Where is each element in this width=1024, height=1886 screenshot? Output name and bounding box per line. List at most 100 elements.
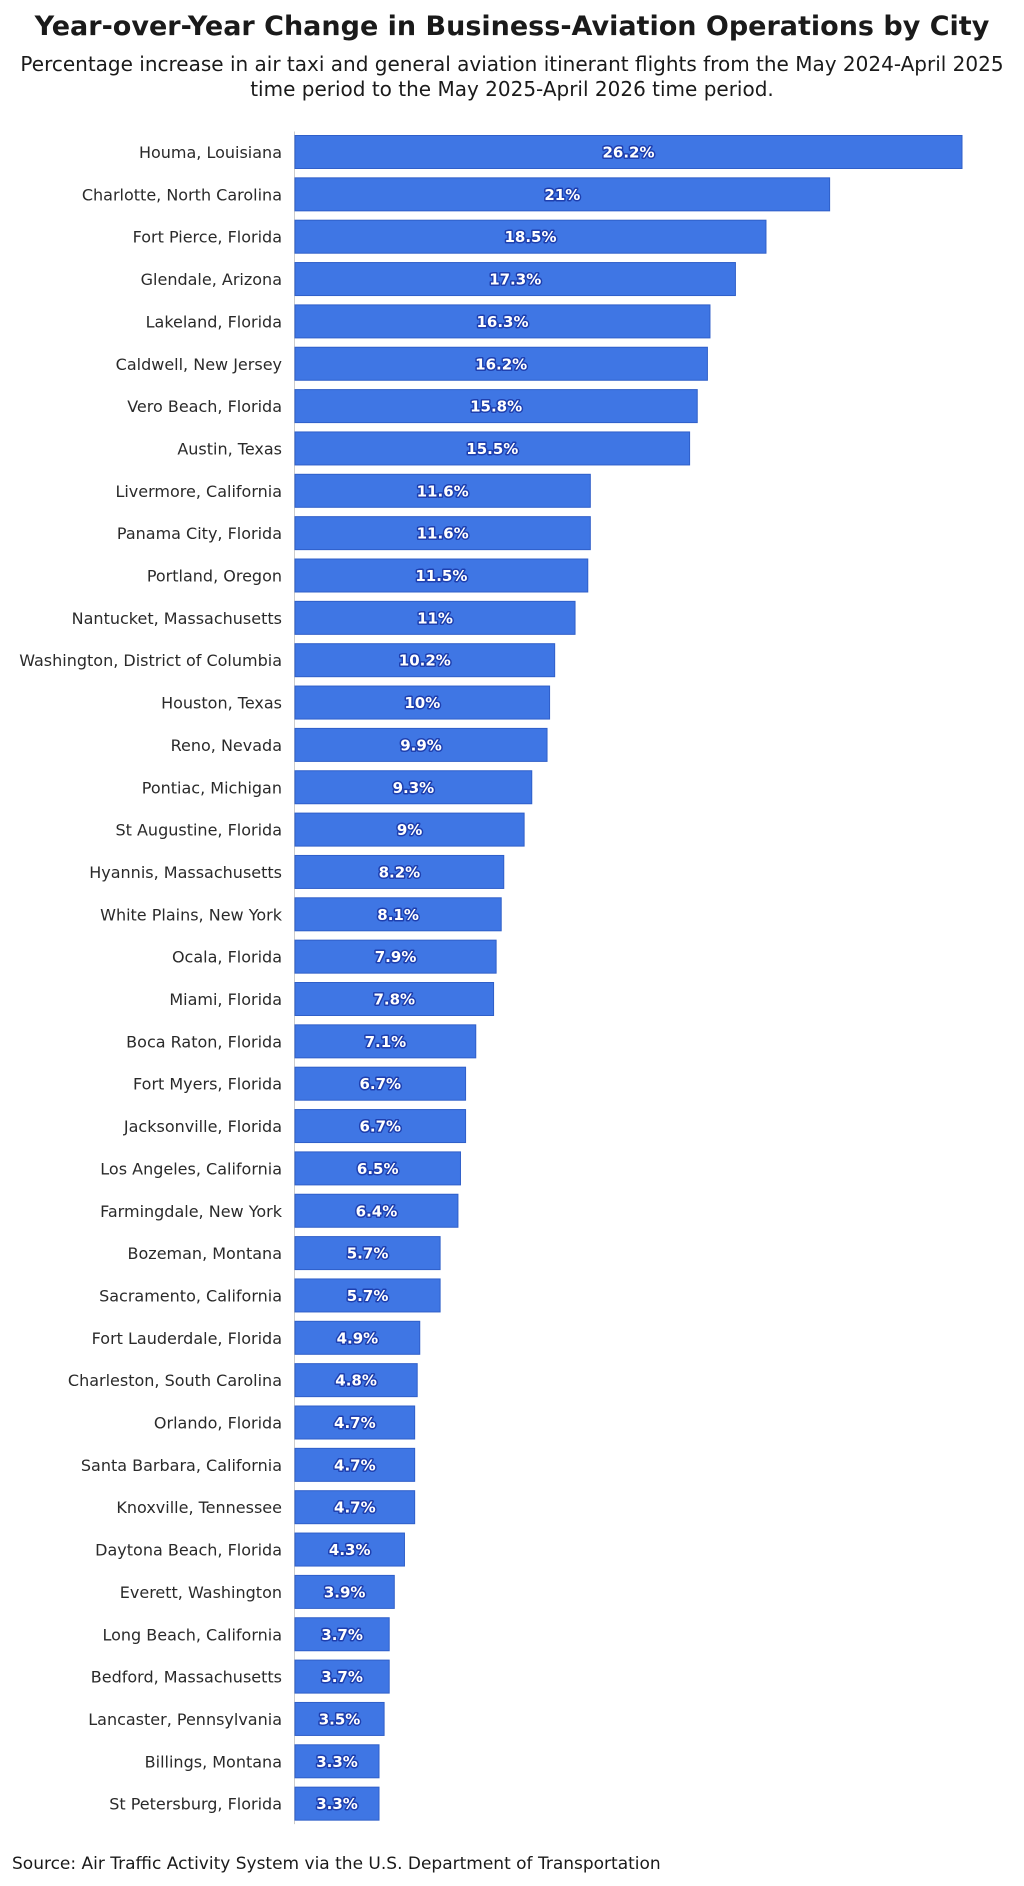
category-label: Bozeman, Montana [128,1244,282,1263]
bar [294,727,548,762]
bar [294,304,711,339]
bar [294,1574,395,1609]
bar-row: Los Angeles, California 6.5% [100,1151,461,1186]
chart-subtitle: Percentage increase in air taxi and gene… [20,52,1004,101]
bar-row: Fort Myers, Florida 6.7% [133,1066,467,1101]
category-label: Fort Pierce, Florida [133,228,282,247]
category-label: Panama City, Florida [117,524,282,543]
category-label: Miami, Florida [169,990,282,1009]
value-label: 16.2% [475,355,527,373]
bar-row: Bedford, Massachusetts 3.7% [91,1659,390,1694]
bar [294,389,698,424]
value-label: 4.9% [337,1329,379,1347]
bar [294,262,736,297]
value-label: 4.8% [335,1372,377,1390]
bar-row: Charleston, South Carolina 4.8% [68,1363,418,1398]
bar-row: Pontiac, Michigan 9.3% [142,770,533,805]
bar-row: Jacksonville, Florida 6.7% [123,1109,467,1144]
bar [294,1701,385,1736]
value-label: 8.1% [377,906,419,924]
bar [294,812,525,847]
value-label: 5.7% [347,1287,389,1305]
bar [294,1024,477,1059]
category-label: Houston, Texas [161,694,282,713]
value-label: 7.1% [365,1033,407,1051]
category-label: Everett, Washington [120,1583,282,1602]
category-label: Lancaster, Pennsylvania [88,1710,282,1729]
value-label: 4.7% [334,1414,376,1432]
bar [294,431,691,466]
bar-row: Daytona Beach, Florida 4.3% [95,1532,405,1567]
category-label: Livermore, California [115,482,282,501]
bar [294,135,963,169]
bar-row: Fort Pierce, Florida 18.5% [133,219,767,254]
category-label: Houma, Louisiana [139,143,282,162]
bar [294,1236,441,1271]
bar-row: Fort Lauderdale, Florida 4.9% [92,1320,421,1355]
bar [294,1532,405,1567]
category-label: Lakeland, Florida [146,312,282,331]
bar-row: Farmingdale, New York 6.4% [100,1193,459,1228]
value-label: 15.8% [470,398,522,416]
bar [294,346,708,381]
value-label: 26.2% [602,144,654,162]
bar [294,939,497,974]
category-label: Billings, Montana [145,1752,282,1771]
bar-row: Charlotte, North Carolina 21% [82,177,831,212]
bar [294,1659,390,1694]
bar-row: St Augustine, Florida 9% [115,812,525,847]
category-label: Santa Barbara, California [81,1456,282,1475]
bar-row: St Petersburg, Florida 3.3% [109,1786,380,1821]
bar-row: White Plains, New York 8.1% [100,897,502,932]
source-note: Source: Air Traffic Activity System via … [12,1854,661,1874]
category-label: Sacramento, California [99,1286,282,1305]
value-label: 4.7% [334,1499,376,1517]
category-label: Ocala, Florida [172,948,282,967]
category-label: Hyannis, Massachusetts [89,863,282,882]
bar-row: Portland, Oregon 11.5% [147,558,589,593]
value-label: 10.2% [399,652,451,670]
value-label: 16.3% [476,313,528,331]
value-label: 15.5% [466,440,518,458]
bar-row: Reno, Nevada 9.9% [171,727,548,762]
value-label: 4.3% [329,1541,371,1559]
bar [294,1786,380,1821]
bar [294,643,556,678]
bar-row: Boca Raton, Florida 7.1% [126,1024,477,1059]
bar-row: Nantucket, Massachusetts 11% [72,600,576,635]
value-label: 3.5% [319,1710,361,1728]
bar-row: Caldwell, New Jersey 16.2% [116,346,708,381]
bar [294,473,591,508]
bar [294,600,576,635]
category-label: White Plains, New York [100,905,283,924]
bar [294,1193,459,1228]
bar-row: Santa Barbara, California 4.7% [81,1447,416,1482]
bar [294,1278,441,1313]
value-label: 9.9% [400,736,442,754]
chart-title: Year-over-Year Change in Business-Aviati… [34,11,990,42]
value-label: 3.9% [324,1583,366,1601]
bar-row: Houston, Texas 10% [161,685,551,720]
bar [294,1320,421,1355]
bar [294,770,533,805]
category-label: Orlando, Florida [154,1414,282,1433]
category-label: St Augustine, Florida [115,821,282,840]
bar-row: Billings, Montana 3.3% [145,1744,380,1779]
category-label: Charleston, South Carolina [68,1371,282,1390]
category-label: Pontiac, Michigan [142,778,282,797]
bar [294,1363,418,1398]
bar [294,1405,416,1440]
category-label: Washington, District of Columbia [19,651,282,670]
bar [294,1151,461,1186]
bar-row: Sacramento, California 5.7% [99,1278,441,1313]
value-label: 11.6% [417,482,469,500]
bar-row: Vero Beach, Florida 15.8% [127,389,698,424]
category-label: Portland, Oregon [147,567,282,586]
bar-row: Ocala, Florida 7.9% [172,939,497,974]
value-label: 7.8% [373,991,415,1009]
category-label: Knoxville, Tennessee [116,1498,282,1517]
value-label: 11% [417,609,453,627]
value-label: 6.5% [357,1160,399,1178]
bar [294,1066,467,1101]
category-label: Charlotte, North Carolina [82,185,282,204]
